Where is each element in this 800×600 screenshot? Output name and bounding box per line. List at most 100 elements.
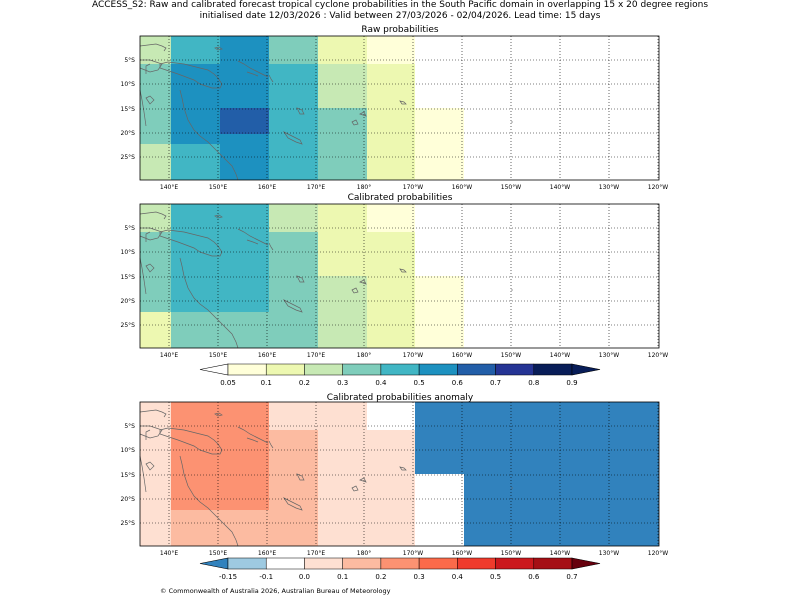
coastline — [139, 409, 513, 547]
coastline-segment — [214, 412, 223, 417]
grid-cell — [269, 232, 318, 276]
grid-cell — [367, 36, 415, 64]
coastline-segment — [214, 46, 223, 51]
grid-cell — [171, 430, 220, 474]
grid-cell — [140, 402, 171, 430]
y-tick-label: 10°S — [121, 81, 136, 88]
y-tick-label: 15°S — [121, 274, 136, 281]
x-tick-label: 150°E — [209, 184, 227, 191]
coastline-segment — [351, 119, 359, 126]
colorbar-segment — [495, 557, 535, 570]
grid-cell — [367, 204, 415, 232]
x-tick-label: 170°W — [403, 550, 423, 557]
coastline-segment — [282, 497, 303, 511]
grid-cell — [367, 402, 415, 430]
x-tick-label: 120°W — [648, 550, 668, 557]
x-tick-label: 170°E — [307, 184, 325, 191]
colorbar-tick-label: 0.4 — [452, 573, 464, 581]
grid-cell — [171, 312, 220, 348]
colorbar-tick-label: 0.6 — [452, 379, 464, 387]
coastline-segment — [359, 477, 367, 483]
grid-cell — [367, 108, 415, 134]
grid-cell — [464, 232, 659, 276]
grid-cell — [318, 134, 367, 144]
y-tick-label: 5°S — [124, 225, 135, 232]
colorbar-segment — [304, 557, 343, 570]
colorbar-segment — [342, 557, 382, 570]
grid-cell — [171, 108, 220, 134]
grid-cell — [415, 312, 464, 348]
colorbar-tick-label: 0.1 — [337, 573, 348, 581]
y-tick-label: 15°S — [121, 472, 136, 479]
x-tick-label: 160°W — [452, 184, 472, 191]
grid-cell — [171, 144, 220, 180]
grid-cell — [367, 276, 415, 302]
colorbar-tick-label: 0.5 — [490, 573, 501, 581]
title-line-1: ACCESS_S2: Raw and calibrated forecast t… — [91, 0, 709, 10]
grid-cell — [269, 276, 318, 302]
grid-cell — [171, 474, 220, 500]
colorbar-tick-label: -0.15 — [219, 573, 237, 581]
coastline-segment — [282, 299, 303, 313]
grid-cell — [464, 64, 659, 108]
coastline-segment — [179, 89, 239, 181]
colorbar-tick-label: 0.2 — [299, 379, 310, 387]
grid-cell — [269, 36, 318, 64]
grid-cell — [318, 430, 367, 474]
colorbar-extend-min — [199, 557, 229, 570]
x-tick-label: 140°W — [550, 184, 570, 191]
coastline-segment — [268, 242, 274, 251]
x-tick-label: 140°W — [550, 550, 570, 557]
y-tick-label: 25°S — [121, 154, 136, 161]
coastline-segment — [296, 275, 305, 283]
x-tick-label: 180° — [357, 352, 371, 359]
grid-cell — [220, 108, 269, 134]
colorbar-tick-label: 0.1 — [261, 379, 272, 387]
coastline-segment — [159, 229, 223, 257]
grid-cell — [171, 402, 220, 430]
grid-cell — [464, 134, 659, 144]
grid-cell — [171, 500, 220, 510]
grid-cell — [464, 430, 659, 474]
coastline-segment — [145, 95, 155, 105]
grid-cell — [318, 510, 367, 546]
grid-cell — [171, 134, 220, 144]
colorbar-tick-label: 0.3 — [337, 379, 348, 387]
coastline-segment — [246, 437, 259, 443]
x-tick-label: 150°W — [501, 352, 521, 359]
y-tick-label: 20°S — [121, 496, 136, 503]
title-line-2: initialised date 12/03/2026 : Valid betw… — [199, 10, 601, 21]
grid-cell — [140, 134, 171, 144]
grid-cell — [415, 36, 464, 64]
grid-cell — [464, 144, 659, 180]
x-tick-label: 140°E — [160, 184, 178, 191]
y-tick-label: 20°S — [121, 130, 136, 137]
grid-cell — [318, 108, 367, 134]
x-tick-label: 120°W — [648, 352, 668, 359]
grid-cell — [140, 510, 171, 546]
grid-cell — [367, 302, 415, 312]
colorbar-segment — [227, 557, 267, 570]
x-tick-label: 160°E — [258, 184, 276, 191]
grid-cell — [464, 108, 659, 134]
y-tick-label: 25°S — [121, 520, 136, 527]
grid-cell — [220, 64, 269, 108]
colorbar-tick-label: 0.7 — [490, 379, 501, 387]
coastline-segment — [159, 427, 223, 455]
x-tick-label: 170°W — [403, 184, 423, 191]
grid-cell — [415, 134, 464, 144]
grid-cell — [269, 144, 318, 180]
coastline-segment — [268, 440, 274, 449]
grid-cell — [269, 430, 318, 474]
grid-cell — [318, 36, 367, 64]
grid-cell — [415, 276, 464, 302]
grid-cell — [464, 510, 659, 546]
grid-cell — [220, 402, 269, 430]
coastline-segment — [296, 473, 305, 481]
grid-cell — [415, 302, 464, 312]
grid-cell — [140, 232, 171, 276]
grid-cell — [415, 64, 464, 108]
grid-cell — [415, 500, 464, 510]
grid-cell — [140, 430, 171, 474]
